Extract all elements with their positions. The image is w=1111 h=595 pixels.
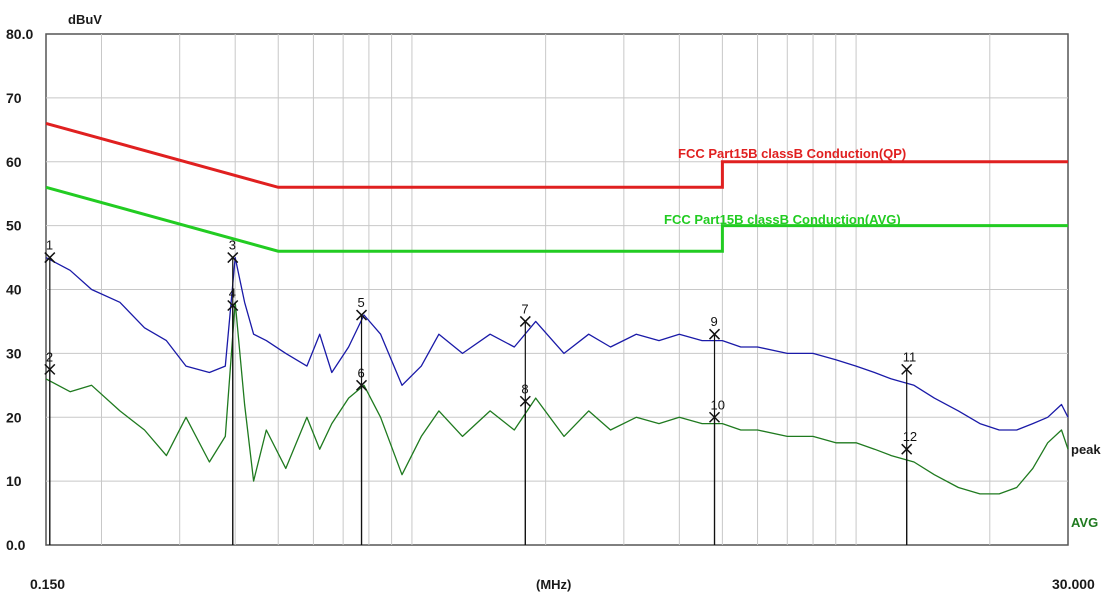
marker-cross bbox=[708, 411, 721, 423]
avg-limit-line bbox=[45, 185, 1068, 253]
x-tick-start: 0.150 bbox=[30, 576, 65, 592]
marker-label: 1 bbox=[46, 238, 53, 253]
x-tick-end: 30.000 bbox=[1052, 576, 1095, 592]
marker-cross bbox=[355, 379, 368, 391]
marker-cross bbox=[519, 395, 531, 407]
marker-10: 10 bbox=[708, 397, 725, 545]
y-tick-label: 0.0 bbox=[6, 537, 26, 553]
marker-cross bbox=[901, 443, 913, 455]
avg-series-line bbox=[45, 301, 1069, 495]
series-lines bbox=[45, 256, 1069, 495]
marker-label: 8 bbox=[521, 381, 528, 396]
marker-cross bbox=[44, 363, 56, 375]
y-tick-label: 20 bbox=[6, 409, 22, 425]
limit-lines bbox=[45, 121, 1068, 253]
avg-series-label: AVG bbox=[1071, 515, 1098, 530]
y-tick-label: 40 bbox=[6, 282, 22, 298]
marker-label: 7 bbox=[521, 301, 528, 316]
y-tick-label: 80.0 bbox=[6, 26, 33, 42]
y-tick-label: 10 bbox=[6, 473, 22, 489]
qp-limit-line bbox=[45, 121, 1068, 189]
marker-label: 2 bbox=[46, 349, 53, 364]
marker-cross bbox=[227, 299, 239, 311]
y-tick-label: 70 bbox=[6, 90, 22, 106]
x-axis-unit-label: (MHz) bbox=[536, 577, 571, 592]
grid bbox=[46, 34, 1068, 545]
marker-label: 6 bbox=[358, 365, 365, 380]
marker-label: 5 bbox=[358, 295, 365, 310]
marker-cross bbox=[901, 363, 913, 375]
marker-cross bbox=[44, 252, 56, 264]
marker-8: 8 bbox=[519, 381, 531, 545]
y-tick-label: 60 bbox=[6, 154, 22, 170]
marker-label: 9 bbox=[711, 314, 718, 329]
marker-label: 3 bbox=[229, 238, 236, 253]
marker-6: 6 bbox=[355, 365, 368, 545]
marker-cross bbox=[708, 328, 721, 340]
marker-label: 4 bbox=[229, 285, 236, 300]
y-tick-label: 50 bbox=[6, 218, 22, 234]
y-axis-unit-label: dBuV bbox=[68, 12, 102, 27]
y-tick-labels: 80.0 70 60 50 40 30 20 10 0.0 bbox=[6, 26, 33, 553]
marker-cross bbox=[227, 252, 239, 264]
marker-label: 11 bbox=[903, 349, 917, 364]
y-tick-label: 30 bbox=[6, 345, 22, 361]
peak-series-line bbox=[45, 256, 1069, 431]
qp-limit-label: FCC Part15B classB Conduction(QP) bbox=[678, 146, 906, 161]
marker-12: 12 bbox=[901, 429, 917, 545]
peak-series-label: peak bbox=[1071, 442, 1101, 457]
marker-label: 12 bbox=[903, 429, 917, 444]
marker-cross bbox=[355, 309, 368, 321]
avg-limit-label: FCC Part15B classB Conduction(AVG) bbox=[664, 212, 901, 227]
marker-cross bbox=[519, 315, 531, 327]
marker-2: 2 bbox=[44, 349, 56, 545]
marker-4: 4 bbox=[227, 285, 239, 545]
marker-label: 10 bbox=[711, 397, 725, 412]
